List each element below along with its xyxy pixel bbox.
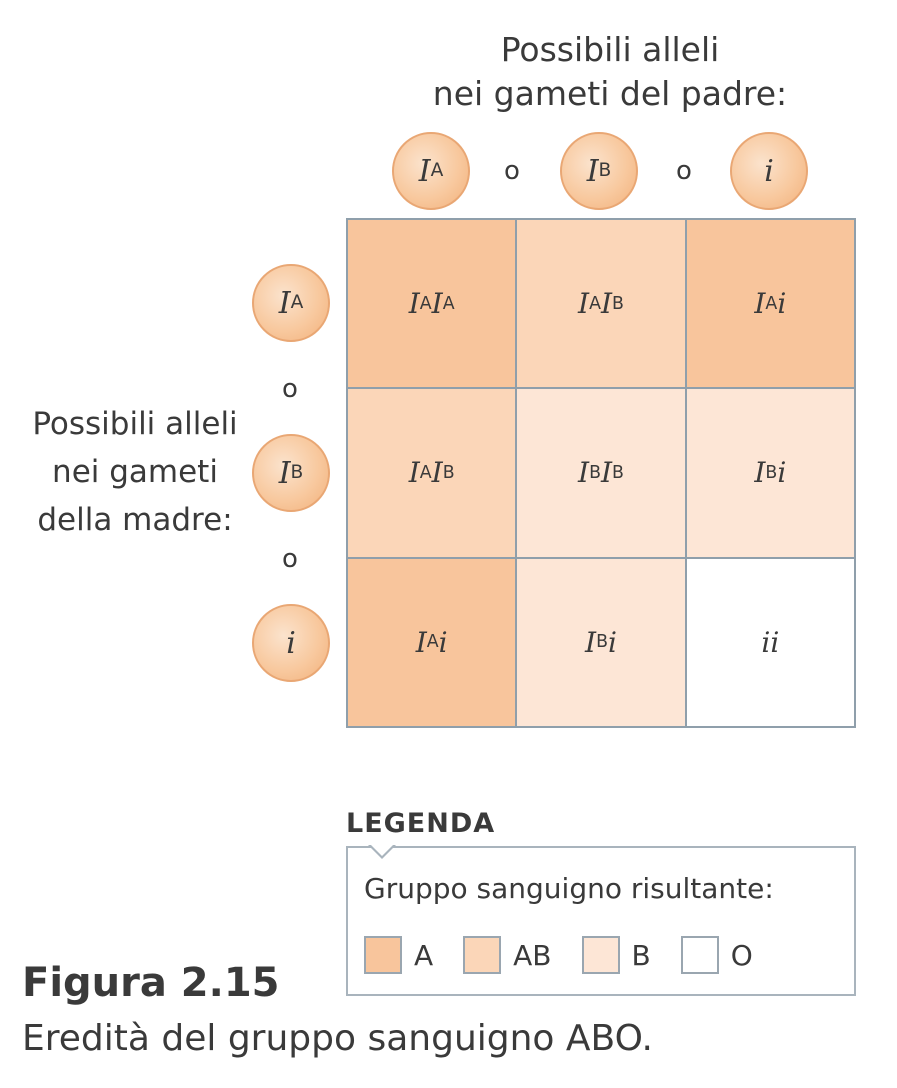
legend-label-ab: AB xyxy=(513,938,552,972)
legend-swatch-a xyxy=(364,936,402,974)
legend-label-a: A xyxy=(414,938,434,972)
cell-r2-c2-part2-base: I xyxy=(600,456,613,490)
cell-r3-c3-part1-base: i xyxy=(761,625,771,659)
legend-label-o: O xyxy=(730,938,753,972)
cell-r2-c3-part1-base: I xyxy=(754,456,766,490)
mother-separator-1: o xyxy=(282,374,298,404)
mother-alleles-label: Possibili alleli nei gameti della madre: xyxy=(10,400,260,544)
cell-r1-c1-part1-base: I xyxy=(408,287,420,321)
legend-label-b: B xyxy=(631,938,651,972)
father-alleles-label: Possibili alleli nei gameti del padre: xyxy=(400,28,820,116)
cell-r1-c2-part2-base: I xyxy=(600,287,613,321)
father-allele-2-base: I xyxy=(586,153,599,189)
father-separator-1: o xyxy=(504,156,520,186)
legend-items: A AB B O xyxy=(364,936,753,974)
cell-r3-c3-part2-base: i xyxy=(770,625,780,659)
figure-caption: Eredità del gruppo sanguigno ABO. xyxy=(22,1018,653,1059)
legend-item-b: B xyxy=(581,936,651,974)
cell-r2-c3-part2-base: i xyxy=(777,456,787,490)
cell-r1-c2-part1-base: I xyxy=(578,287,590,321)
cell-r1-c3-part1-base: I xyxy=(754,287,766,321)
legend-notch-inner xyxy=(371,845,393,856)
legend-item-o: O xyxy=(680,936,753,974)
mother-label-line2: nei gameti xyxy=(52,454,218,490)
father-label-line2: nei gameti del padre: xyxy=(432,74,788,113)
legend-item-a: A xyxy=(364,936,433,974)
cell-r2-c2-part1-base: I xyxy=(578,456,590,490)
mother-allele-3-base: i xyxy=(286,625,296,661)
cell-r3-c1-part1-base: I xyxy=(415,625,427,659)
legend-item-ab: AB xyxy=(463,936,552,974)
father-allele-3: i xyxy=(730,132,808,210)
cell-r3-c1-part2-base: i xyxy=(438,625,448,659)
father-label-line1: Possibili alleli xyxy=(500,30,720,69)
father-separator-2: o xyxy=(676,156,692,186)
mother-label-line3: della madre: xyxy=(37,502,233,538)
mother-separator-2: o xyxy=(282,544,298,574)
legend-title: LEGENDA xyxy=(346,808,496,839)
mother-label-line1: Possibili alleli xyxy=(32,406,238,442)
father-allele-1-base: I xyxy=(418,153,431,189)
legend-swatch-b xyxy=(581,936,620,974)
cell-r3-c2-part2-base: i xyxy=(608,625,617,659)
cell-r2-c1-part2-base: I xyxy=(431,456,443,490)
cell-r3-c2-part1-base: I xyxy=(585,625,597,659)
mother-allele-2-base: I xyxy=(278,455,291,491)
cell-r1-c3-part2-base: i xyxy=(777,287,787,321)
mother-allele-3: i xyxy=(252,604,330,682)
cell-r2-c1-part1-base: I xyxy=(408,456,420,490)
mother-allele-1-base: I xyxy=(278,285,291,321)
father-allele-3-base: i xyxy=(764,153,774,189)
legend-swatch-o xyxy=(680,936,719,974)
legend-subtitle: Gruppo sanguigno risultante: xyxy=(364,872,774,905)
figure-title: Figura 2.15 xyxy=(22,960,280,1006)
cell-r1-c1-part2-base: I xyxy=(431,287,443,321)
legend-swatch-ab xyxy=(463,936,502,974)
